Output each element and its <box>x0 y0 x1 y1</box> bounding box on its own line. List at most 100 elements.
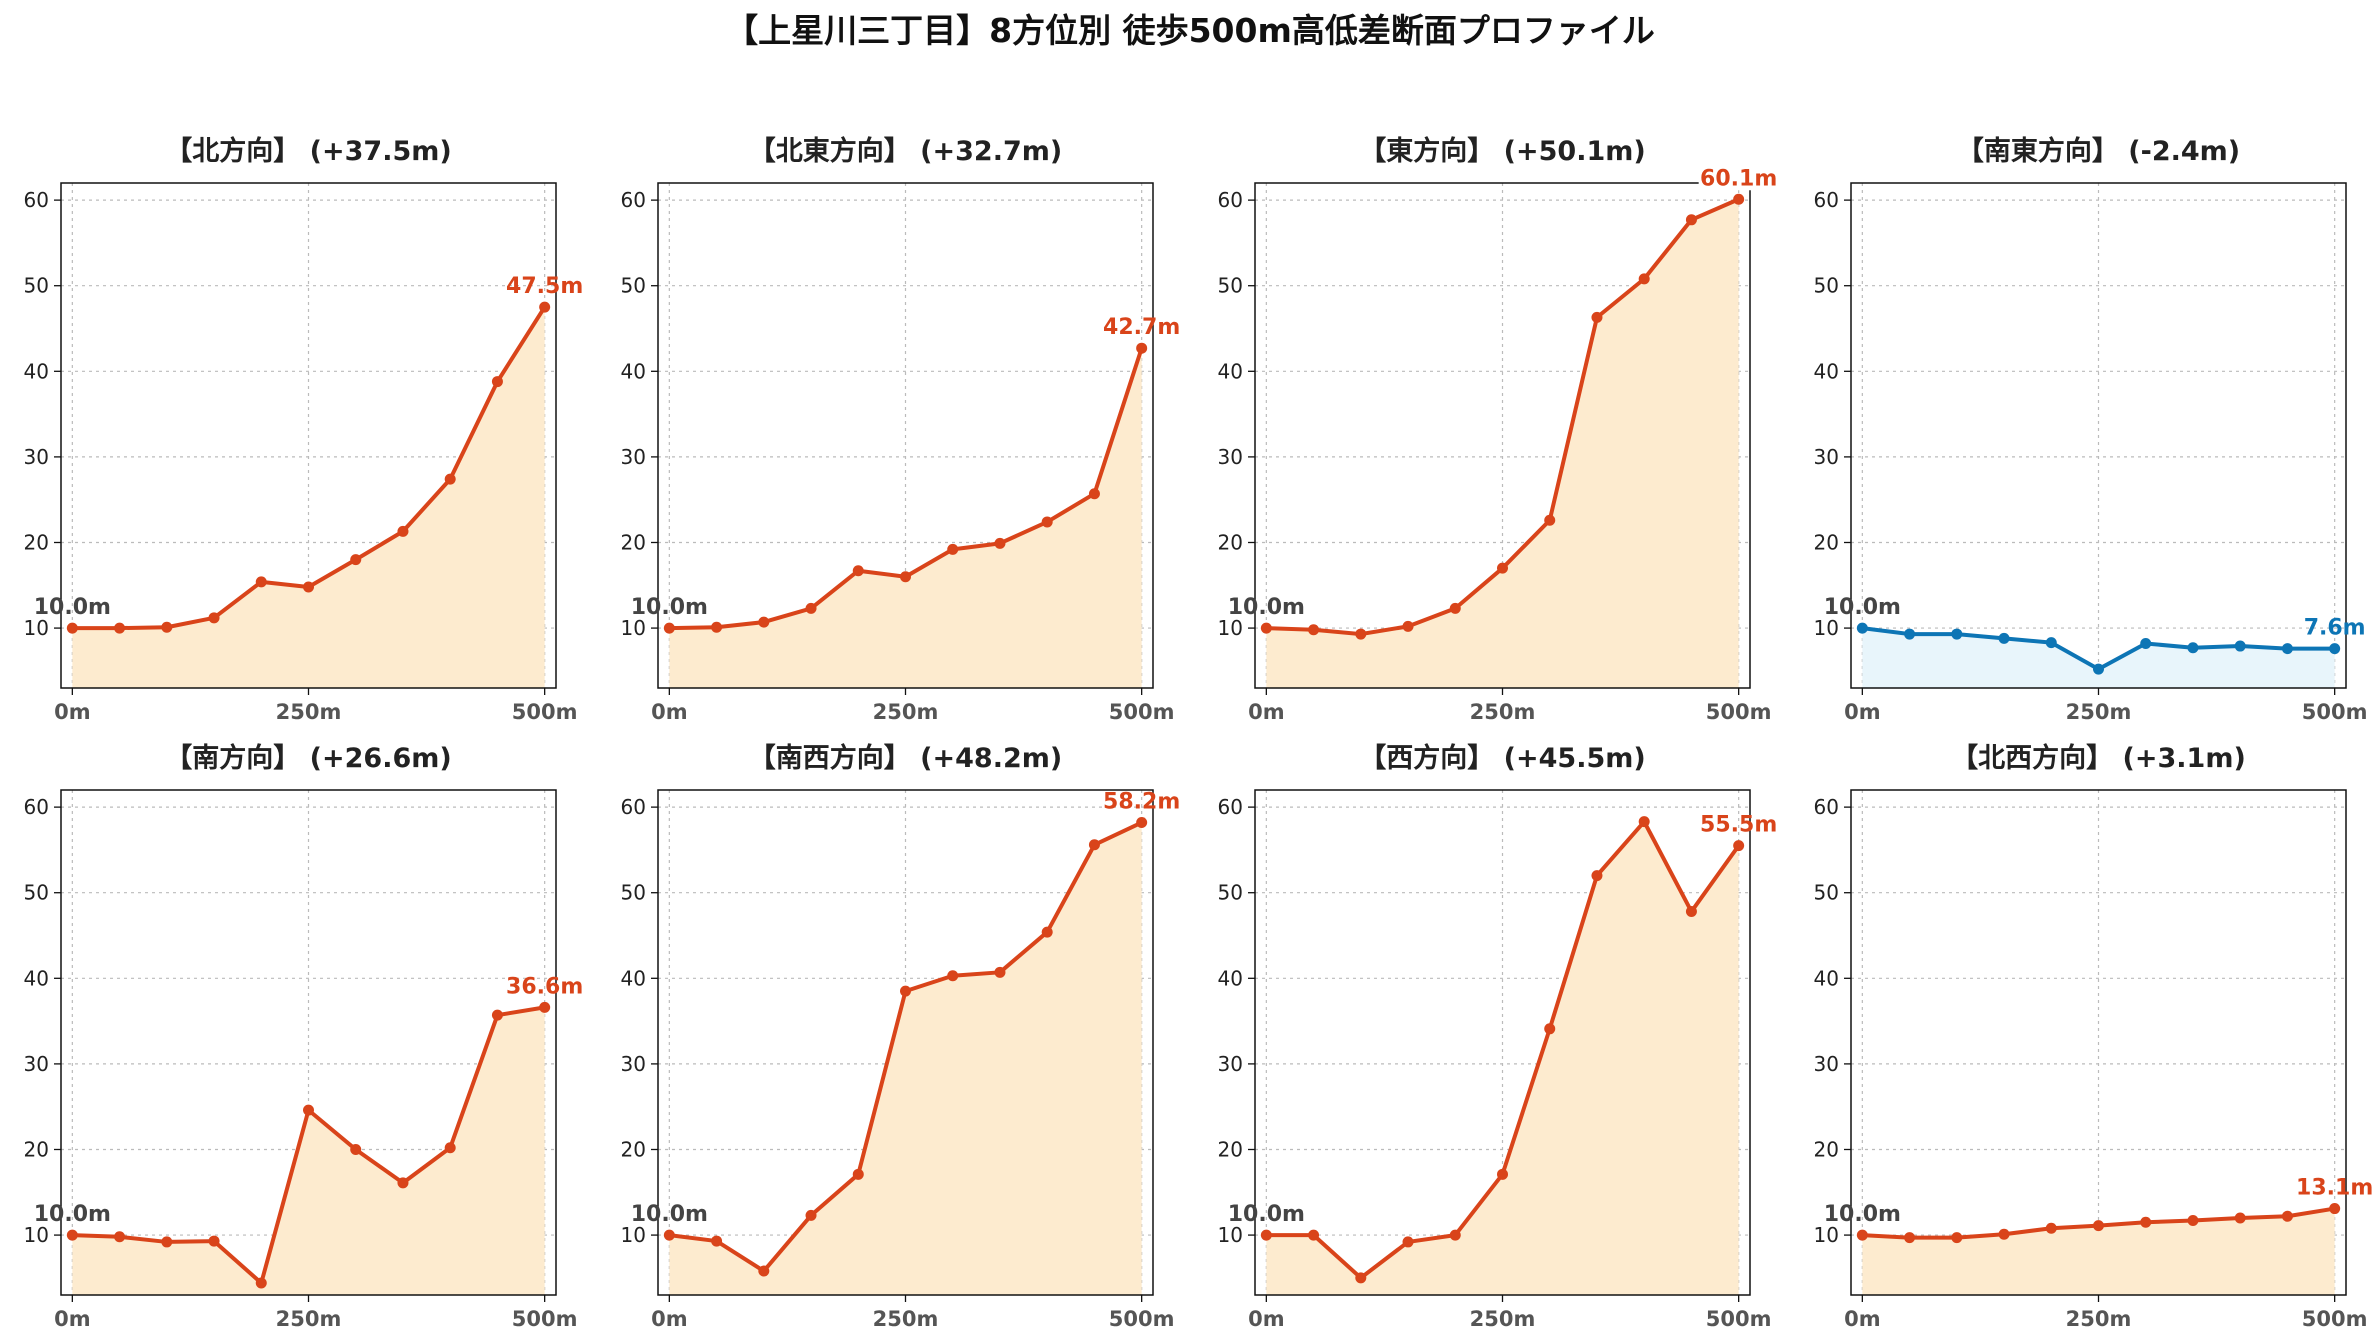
data-point <box>805 602 817 614</box>
y-tick-label: 40 <box>1814 359 1839 383</box>
data-point <box>539 301 551 313</box>
data-point <box>66 1229 78 1241</box>
end-value-label: 36.6m <box>506 974 583 999</box>
start-value-label: 10.0m <box>1228 595 1305 620</box>
y-tick-label: 10 <box>24 616 49 640</box>
data-point <box>1355 628 1367 640</box>
subplot-5: 【南方向】 (+26.6m) 10 20 30 40 50 60 0m 250m 500m 10.0… <box>24 742 584 1331</box>
area-fill <box>72 307 545 688</box>
data-point <box>444 1142 456 1154</box>
y-tick-label: 40 <box>1218 966 1243 990</box>
area-fill <box>669 348 1142 688</box>
end-value-label: 55.5m <box>1700 813 1777 838</box>
start-value-label: 10.0m <box>1824 595 1901 620</box>
area-fill <box>1862 1208 2335 1295</box>
y-tick-label: 10 <box>1218 616 1243 640</box>
data-point <box>255 1277 267 1289</box>
y-tick-label: 50 <box>1218 274 1243 298</box>
x-tick-label: 0m <box>1248 1307 1285 1331</box>
y-tick-label: 20 <box>1814 530 1839 554</box>
data-point <box>1591 311 1603 323</box>
data-point <box>2093 663 2104 675</box>
data-point <box>2140 637 2152 649</box>
y-tick-label: 20 <box>1218 1137 1243 1161</box>
data-point <box>444 473 456 485</box>
x-tick-label: 500m <box>512 700 578 724</box>
x-tick-label: 0m <box>54 1307 91 1331</box>
data-point <box>2281 643 2293 655</box>
y-tick-label: 50 <box>24 881 49 905</box>
data-point <box>397 525 409 537</box>
data-point <box>303 1104 314 1116</box>
y-tick-label: 40 <box>24 966 49 990</box>
y-tick-label: 30 <box>1218 445 1243 469</box>
y-tick-label: 20 <box>1218 530 1243 554</box>
subplot-6: 【南西方向】 (+48.2m) 10 20 30 40 50 60 0m 250m 500m 10.… <box>621 742 1181 1331</box>
data-point <box>852 565 864 577</box>
x-tick-label: 500m <box>1109 1307 1175 1331</box>
start-value-label: 10.0m <box>34 595 111 620</box>
data-point <box>1998 1228 2010 1240</box>
area-fill <box>1862 628 2335 688</box>
subplot-title: 【西方向】 (+45.5m) <box>1359 742 1645 774</box>
end-value-label: 60.1m <box>1700 166 1777 191</box>
y-tick-label: 40 <box>621 966 646 990</box>
x-tick-label: 250m <box>2066 1307 2132 1331</box>
data-point <box>900 985 911 997</box>
data-point <box>1308 1229 1320 1241</box>
x-tick-label: 250m <box>873 1307 939 1331</box>
y-tick-label: 60 <box>621 188 646 212</box>
x-tick-label: 250m <box>276 700 342 724</box>
subplot-title: 【北東方向】 (+32.7m) <box>749 135 1062 167</box>
data-point <box>2093 1220 2104 1232</box>
data-point <box>1088 839 1100 851</box>
data-point <box>663 1229 675 1241</box>
data-point <box>2187 1215 2199 1227</box>
data-point <box>2329 1203 2341 1215</box>
data-point <box>900 571 911 583</box>
data-point <box>805 1209 817 1221</box>
data-point <box>1998 632 2010 644</box>
end-value-label: 47.5m <box>506 274 583 299</box>
data-point <box>1591 870 1603 882</box>
data-point <box>303 581 314 593</box>
data-point <box>208 612 220 624</box>
y-tick-label: 40 <box>1218 359 1243 383</box>
subplot-7: 【西方向】 (+45.5m) 10 20 30 40 50 60 0m 250m 500m 10.0… <box>1218 742 1778 1331</box>
y-tick-label: 20 <box>24 1137 49 1161</box>
x-tick-label: 500m <box>2302 700 2368 724</box>
area-fill <box>1266 199 1739 689</box>
data-point <box>711 621 723 633</box>
y-tick-label: 10 <box>1814 616 1839 640</box>
data-point <box>1685 906 1697 918</box>
data-point <box>2234 640 2246 652</box>
x-tick-label: 0m <box>1248 700 1285 724</box>
subplot-title: 【北西方向】 (+3.1m) <box>1951 742 2246 774</box>
y-tick-label: 40 <box>1814 966 1839 990</box>
data-point <box>1544 1023 1556 1035</box>
data-point <box>491 1009 503 1021</box>
data-point <box>397 1177 409 1189</box>
x-tick-label: 500m <box>1706 700 1772 724</box>
subplot-8: 【北西方向】 (+3.1m) 10 20 30 40 50 60 0m 250m 500m 10.0… <box>1814 742 2374 1331</box>
y-tick-label: 20 <box>621 530 646 554</box>
end-value-label: 58.2m <box>1103 790 1180 815</box>
data-point <box>1260 1229 1272 1241</box>
data-point <box>350 554 362 566</box>
y-tick-label: 50 <box>1814 881 1839 905</box>
x-tick-label: 250m <box>2066 700 2132 724</box>
x-tick-label: 500m <box>1706 1307 1772 1331</box>
x-tick-label: 500m <box>2302 1307 2368 1331</box>
subplot-1: 【北方向】 (+37.5m) 10 20 30 40 50 60 0m 250m 500m 10.0… <box>24 135 584 724</box>
y-tick-label: 10 <box>24 1223 49 1247</box>
y-tick-label: 30 <box>621 445 646 469</box>
y-tick-label: 50 <box>1814 274 1839 298</box>
data-point <box>947 970 959 982</box>
data-point <box>2329 643 2341 655</box>
data-point <box>1951 1232 1963 1244</box>
subplot-4: 【南東方向】 (-2.4m) 10 20 30 40 50 60 0m 250m 500m 10.0… <box>1814 135 2368 724</box>
y-tick-label: 60 <box>1814 188 1839 212</box>
figure-title: 【上星川三丁目】8方位別 徒歩500m高低差断面プロファイル <box>725 11 1655 50</box>
x-tick-label: 0m <box>1844 700 1881 724</box>
subplot-title: 【北方向】 (+37.5m) <box>165 135 451 167</box>
